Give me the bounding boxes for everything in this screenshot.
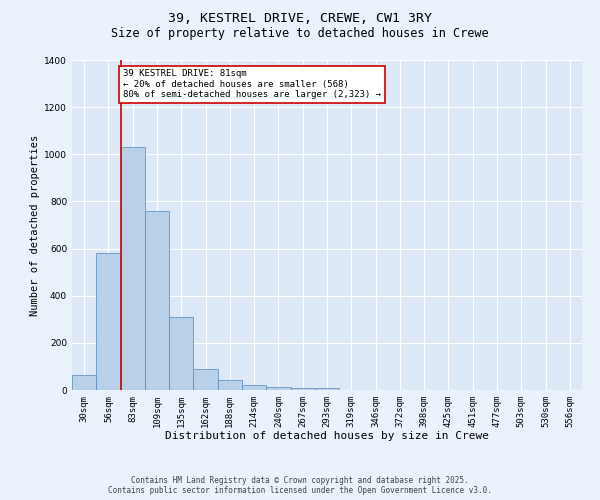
Bar [121,147,145,390]
X-axis label: Distribution of detached houses by size in Crewe: Distribution of detached houses by size … [165,432,489,442]
Bar [169,317,193,390]
Bar [218,380,242,390]
Y-axis label: Number of detached properties: Number of detached properties [30,134,40,316]
Text: 39 KESTREL DRIVE: 81sqm
← 20% of detached houses are smaller (568)
80% of semi-d: 39 KESTREL DRIVE: 81sqm ← 20% of detache… [123,70,381,99]
Text: Size of property relative to detached houses in Crewe: Size of property relative to detached ho… [111,28,489,40]
Bar [96,254,121,390]
Bar [145,211,169,390]
Text: 39, KESTREL DRIVE, CREWE, CW1 3RY: 39, KESTREL DRIVE, CREWE, CW1 3RY [168,12,432,26]
Bar [242,385,266,390]
Bar [290,388,315,390]
Bar [266,386,290,390]
Text: Contains HM Land Registry data © Crown copyright and database right 2025.
Contai: Contains HM Land Registry data © Crown c… [108,476,492,495]
Bar [315,388,339,390]
Bar [193,369,218,390]
Bar [72,374,96,390]
